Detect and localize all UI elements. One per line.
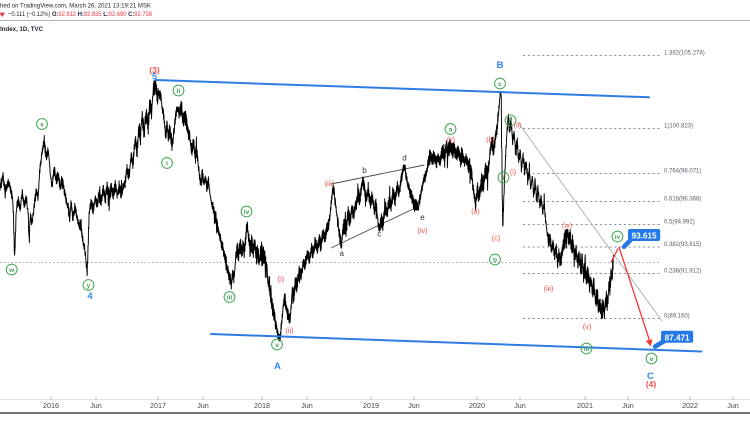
svg-text:1.382(105.278): 1.382(105.278) [664,51,705,57]
svg-text:(b): (b) [486,137,495,144]
svg-text:a: a [449,126,453,133]
svg-text:(iii): (iii) [325,179,335,188]
svg-text:d: d [402,154,406,163]
svg-text:x: x [40,121,44,128]
svg-text:Jun: Jun [197,401,209,410]
svg-text:(v): (v) [583,322,592,331]
svg-text:Jun: Jun [301,401,313,410]
svg-text:hed on TradingView.com, March: hed on TradingView.com, March 26, 2021 1… [0,3,152,10]
svg-text:5: 5 [152,71,157,81]
svg-text:Jun: Jun [90,401,102,410]
svg-text:A: A [274,361,281,372]
svg-text:y: y [87,282,91,289]
svg-text:1(100.823): 1(100.823) [664,124,693,130]
svg-text:b: b [493,257,497,264]
svg-text:ii: ii [177,88,181,95]
svg-text:2022: 2022 [682,401,698,410]
svg-text:2019: 2019 [363,401,379,410]
svg-text:0.236(91.912): 0.236(91.912) [664,269,701,275]
svg-text:(i): (i) [278,275,285,284]
svg-text:0.764(98.071): 0.764(98.071) [664,169,701,175]
svg-text:c: c [377,229,381,238]
svg-text:2020: 2020 [469,401,485,410]
svg-text:C: C [647,371,654,382]
svg-text:iv: iv [244,209,250,216]
svg-text:b: b [362,166,367,175]
svg-text:ii: ii [509,118,513,125]
svg-text:Jun: Jun [408,401,420,410]
svg-text:87.471: 87.471 [665,333,690,342]
svg-text:c: c [498,81,502,88]
svg-text:Jun: Jun [622,401,634,410]
svg-text:0.5(94.992): 0.5(94.992) [664,220,695,226]
svg-text:(a): (a) [471,209,480,216]
svg-text:(v): (v) [447,137,455,144]
svg-text:iv: iv [615,234,621,241]
svg-text:i: i [503,175,505,182]
svg-text:B: B [497,60,504,71]
svg-text:(iv): (iv) [562,221,572,230]
svg-text:0(89.160): 0(89.160) [664,314,690,320]
svg-text:(iv): (iv) [417,226,427,235]
svg-text:(c): (c) [492,236,500,243]
svg-text:2016: 2016 [43,401,59,410]
svg-text:4: 4 [87,291,92,301]
svg-text:iii: iii [227,294,233,301]
svg-text:r Index, 1D, TVC: r Index, 1D, TVC [0,26,43,33]
svg-text:2018: 2018 [254,401,270,410]
svg-text:(iii): (iii) [544,284,554,293]
svg-text:(3): (3) [149,65,160,75]
svg-text:a: a [339,249,344,258]
svg-text:(ii): (ii) [514,123,522,130]
svg-text:v: v [275,342,279,349]
svg-text:(i): (i) [510,170,516,177]
svg-text:(4): (4) [646,379,657,389]
svg-text:0.382(93.615): 0.382(93.615) [664,242,701,248]
svg-text:2017: 2017 [150,401,166,410]
svg-text:Jun: Jun [514,401,526,410]
svg-text:iii: iii [584,346,590,353]
svg-text:Jun: Jun [727,401,739,410]
svg-text:i: i [166,160,168,167]
svg-text:2021: 2021 [577,401,593,410]
svg-text:93.615: 93.615 [632,232,657,241]
svg-text:v: v [650,356,654,363]
svg-text:−0.111 (−0.12%) O:92.812 H:92.: −0.111 (−0.12%) O:92.812 H:92.835 L:92.6… [8,11,152,18]
svg-text:e: e [420,213,425,222]
svg-text:0.618(96.368): 0.618(96.368) [664,197,701,203]
svg-text:(ii): (ii) [285,326,293,335]
svg-text:w: w [8,267,15,274]
